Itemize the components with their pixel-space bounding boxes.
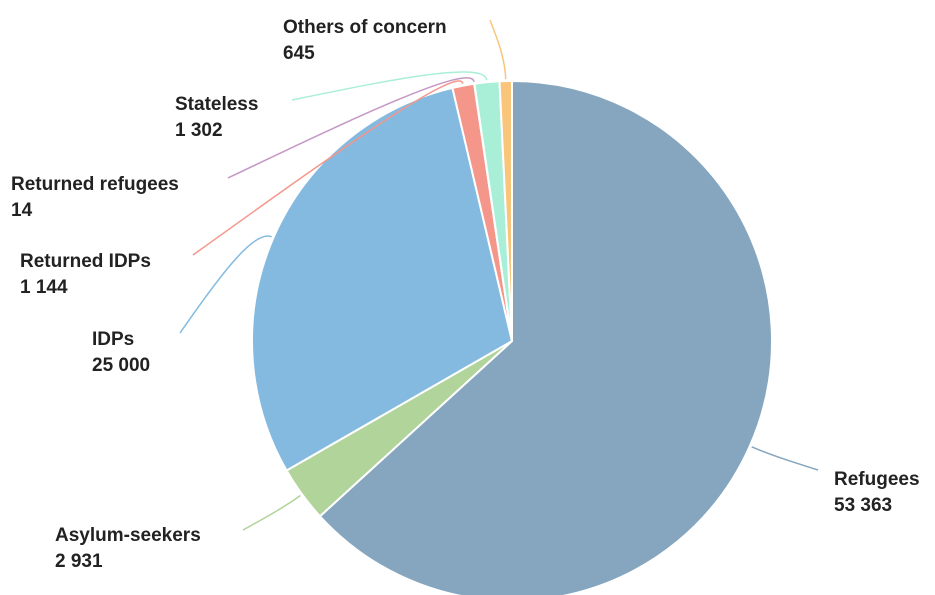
leader-line-returned-refugees [227,77,475,179]
slice-label-others-of-concern: Others of concern [283,17,447,38]
pie-slice-refugees [318,80,773,595]
leader-line-refugees [751,446,819,471]
slice-label-stateless: Stateless [175,94,258,115]
slice-labels: Refugees 53 363 Asylum-seekers 2 931 IDPs 25 … [11,17,920,572]
slice-value-asylum-seekers: 2 931 [55,551,103,572]
slice-value-others-of-concern: 645 [283,43,315,64]
leader-line-stateless [291,71,488,101]
leader-line-returned-idps [192,80,464,256]
slice-value-refugees: 53 363 [834,495,892,516]
slice-value-returned-refugees: 14 [11,200,33,221]
leader-lines [179,19,819,531]
slice-label-idps: IDPs [92,329,134,350]
slice-value-stateless: 1 302 [175,120,223,141]
slice-label-refugees: Refugees [834,469,920,490]
leader-line-asylum-seekers [242,494,301,531]
pie-slices [251,80,773,595]
slice-label-returned-refugees: Returned refugees [11,174,179,195]
leader-line-idps [179,235,272,334]
pie-slice-others-of-concern [498,80,513,342]
pie-slice-idps [251,86,513,472]
slice-value-returned-idps: 1 144 [20,277,68,298]
leader-line-others-of-concern [489,19,507,80]
slice-label-asylum-seekers: Asylum-seekers [55,525,201,546]
slice-value-idps: 25 000 [92,355,150,376]
slice-label-returned-idps: Returned IDPs [20,251,151,272]
